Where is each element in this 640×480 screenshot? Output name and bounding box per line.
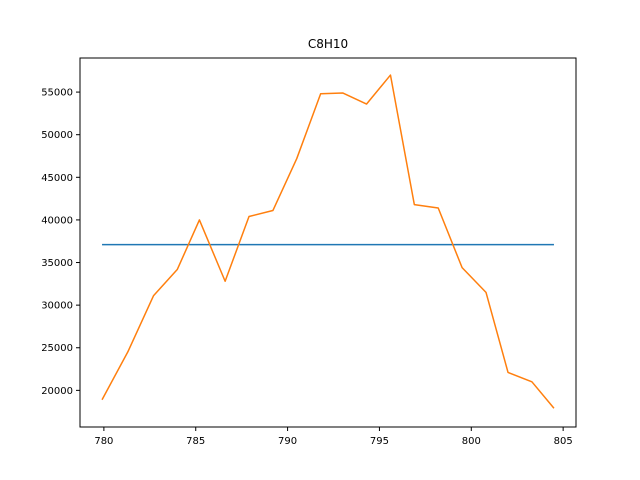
y-tick-label: 50000 <box>41 130 73 141</box>
y-axis: 20000 25000 30000 35000 40000 45000 50000 55000 <box>41 88 80 397</box>
y-tick-label: 40000 <box>41 215 73 226</box>
y-tick-label: 30000 <box>41 301 73 312</box>
y-tick-label: 45000 <box>41 173 73 184</box>
series-layer <box>101 74 555 409</box>
x-tick-label: 790 <box>278 436 297 447</box>
y-tick-label: 35000 <box>41 258 73 269</box>
x-tick-label: 795 <box>370 436 389 447</box>
x-tick-label: 800 <box>462 436 481 447</box>
series-line-2 <box>101 74 555 409</box>
plot-frame <box>79 57 577 428</box>
y-tick-label: 20000 <box>41 386 73 397</box>
y-tick-label: 55000 <box>41 88 73 99</box>
x-axis: 780 785 790 795 800 805 <box>94 427 573 447</box>
x-tick-label: 785 <box>186 436 205 447</box>
x-tick-label: 780 <box>94 436 113 447</box>
x-tick-label: 805 <box>554 436 573 447</box>
y-tick-label: 25000 <box>41 343 73 354</box>
chart-title: C8H10 <box>308 37 348 51</box>
